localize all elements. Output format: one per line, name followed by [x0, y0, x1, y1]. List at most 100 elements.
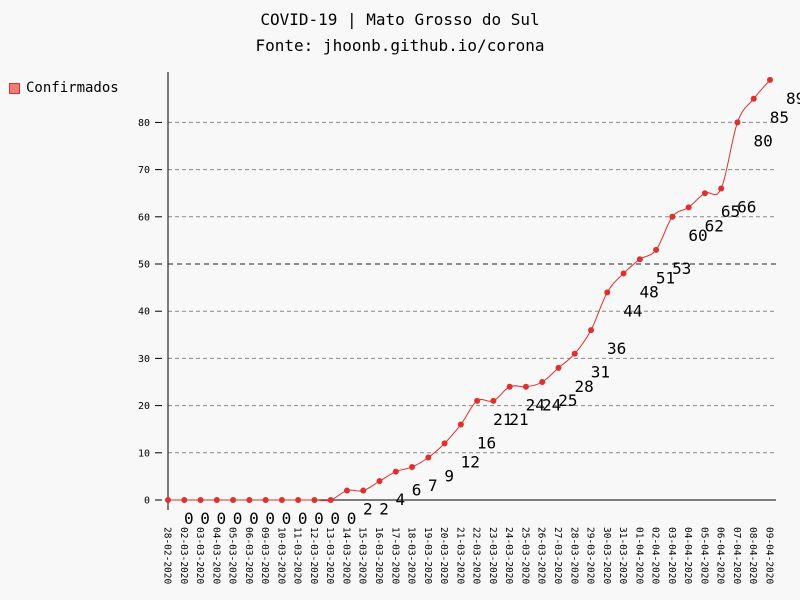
x-tick-label: 01-04-2020	[633, 527, 644, 584]
x-tick-label: 16-03-2020	[373, 527, 384, 584]
x-tick-label: 04-04-2020	[682, 527, 693, 584]
x-tick-label: 06-03-2020	[243, 527, 254, 584]
data-point	[197, 497, 204, 503]
legend-swatch	[9, 82, 20, 94]
x-tick-label: 12-03-2020	[308, 527, 319, 584]
data-label: 36	[607, 339, 626, 358]
data-label: 0	[347, 509, 357, 528]
legend: Confirmados	[9, 80, 119, 96]
data-point	[490, 397, 497, 404]
y-tick-label: 20	[138, 401, 150, 412]
x-tick-label: 17-03-2020	[389, 527, 400, 584]
data-label: 66	[737, 197, 756, 216]
data-point	[555, 364, 562, 371]
data-point	[506, 383, 513, 390]
data-point	[311, 497, 318, 503]
x-tick-label: 20-03-2020	[438, 527, 449, 584]
data-point	[588, 327, 595, 334]
chart-title: COVID-19 | Mato Grosso do Sul	[260, 10, 540, 29]
data-point	[262, 497, 269, 503]
data-point	[734, 119, 741, 126]
x-tick-label: 19-03-2020	[422, 527, 433, 584]
data-point	[539, 379, 546, 385]
data-label: 44	[623, 301, 642, 320]
data-point	[636, 256, 643, 263]
data-point	[278, 497, 285, 503]
y-tick-label: 40	[138, 307, 150, 318]
x-tick-label: 03-04-2020	[666, 527, 677, 584]
data-point	[522, 383, 529, 390]
data-label: 0	[298, 509, 308, 528]
data-point	[425, 454, 432, 461]
data-label: 53	[672, 259, 691, 278]
data-label: 80	[753, 131, 772, 150]
data-point	[604, 289, 611, 296]
data-label: 2	[379, 500, 389, 519]
data-label: 0	[233, 509, 243, 528]
chart-subtitle: Fonte: jhoonb.github.io/corona	[255, 36, 545, 55]
series-line	[167, 79, 771, 502]
data-point	[766, 76, 773, 83]
y-tick-label: 80	[138, 118, 150, 129]
x-tick-label: 13-03-2020	[324, 527, 335, 584]
data-label: 24	[526, 396, 545, 415]
x-tick-label: 08-04-2020	[747, 527, 758, 584]
x-tick-label: 27-03-2020	[552, 527, 563, 584]
x-tick-label: 25-03-2020	[519, 527, 530, 584]
data-label: 24	[542, 396, 561, 415]
x-tick-label: 18-03-2020	[406, 527, 417, 584]
data-point	[165, 497, 171, 503]
data-point	[213, 497, 220, 503]
x-tick-label: 09-03-2020	[259, 527, 270, 584]
data-label: 0	[314, 509, 324, 528]
data-point	[620, 270, 627, 277]
data-label: 16	[477, 433, 496, 452]
data-point	[474, 397, 481, 404]
data-point	[750, 95, 757, 102]
x-tick-label: 04-03-2020	[210, 527, 221, 584]
data-point	[230, 497, 237, 503]
data-label: 0	[282, 509, 292, 528]
data-label: 7	[428, 476, 438, 495]
data-label: 28	[574, 377, 593, 396]
x-tick-label: 05-04-2020	[698, 527, 709, 584]
data-label: 65	[721, 202, 740, 221]
x-tick-label: 21-03-2020	[454, 527, 465, 584]
x-tick-label: 23-03-2020	[487, 527, 498, 584]
x-tick-label: 26-03-2020	[536, 527, 547, 584]
data-point	[181, 497, 188, 503]
data-label: 0	[265, 509, 275, 528]
data-point	[571, 350, 578, 357]
x-tick-label: 14-03-2020	[340, 527, 351, 584]
x-tick-label: 05-03-2020	[227, 527, 238, 584]
x-tick-label: 24-03-2020	[503, 527, 514, 584]
data-point	[409, 463, 416, 470]
y-tick-label: 10	[138, 448, 150, 459]
data-point	[376, 478, 383, 485]
data-label: 0	[249, 509, 259, 528]
y-tick-label: 30	[138, 354, 150, 365]
data-label: 25	[558, 391, 577, 410]
y-tick-label: 0	[144, 496, 150, 507]
data-point	[343, 487, 350, 494]
data-point	[457, 421, 464, 428]
data-point	[441, 440, 448, 447]
data-label: 6	[412, 481, 422, 500]
data-label: 0	[217, 509, 227, 528]
x-tick-label: 15-03-2020	[357, 527, 368, 584]
legend-label: Confirmados	[26, 80, 119, 96]
x-tick-label: 09-04-2020	[763, 527, 774, 584]
data-label: 62	[705, 216, 724, 235]
data-label: 4	[396, 490, 406, 509]
data-point	[669, 213, 676, 220]
x-tick-label: 07-04-2020	[731, 527, 742, 584]
data-label: 2	[363, 500, 373, 519]
data-label: 89	[786, 89, 800, 108]
data-label: 48	[640, 282, 659, 301]
data-point	[392, 468, 399, 475]
x-tick-label: 28-03-2020	[568, 527, 579, 584]
y-tick-label: 60	[138, 212, 150, 223]
data-label: 51	[656, 268, 675, 287]
data-label: 60	[688, 226, 707, 245]
